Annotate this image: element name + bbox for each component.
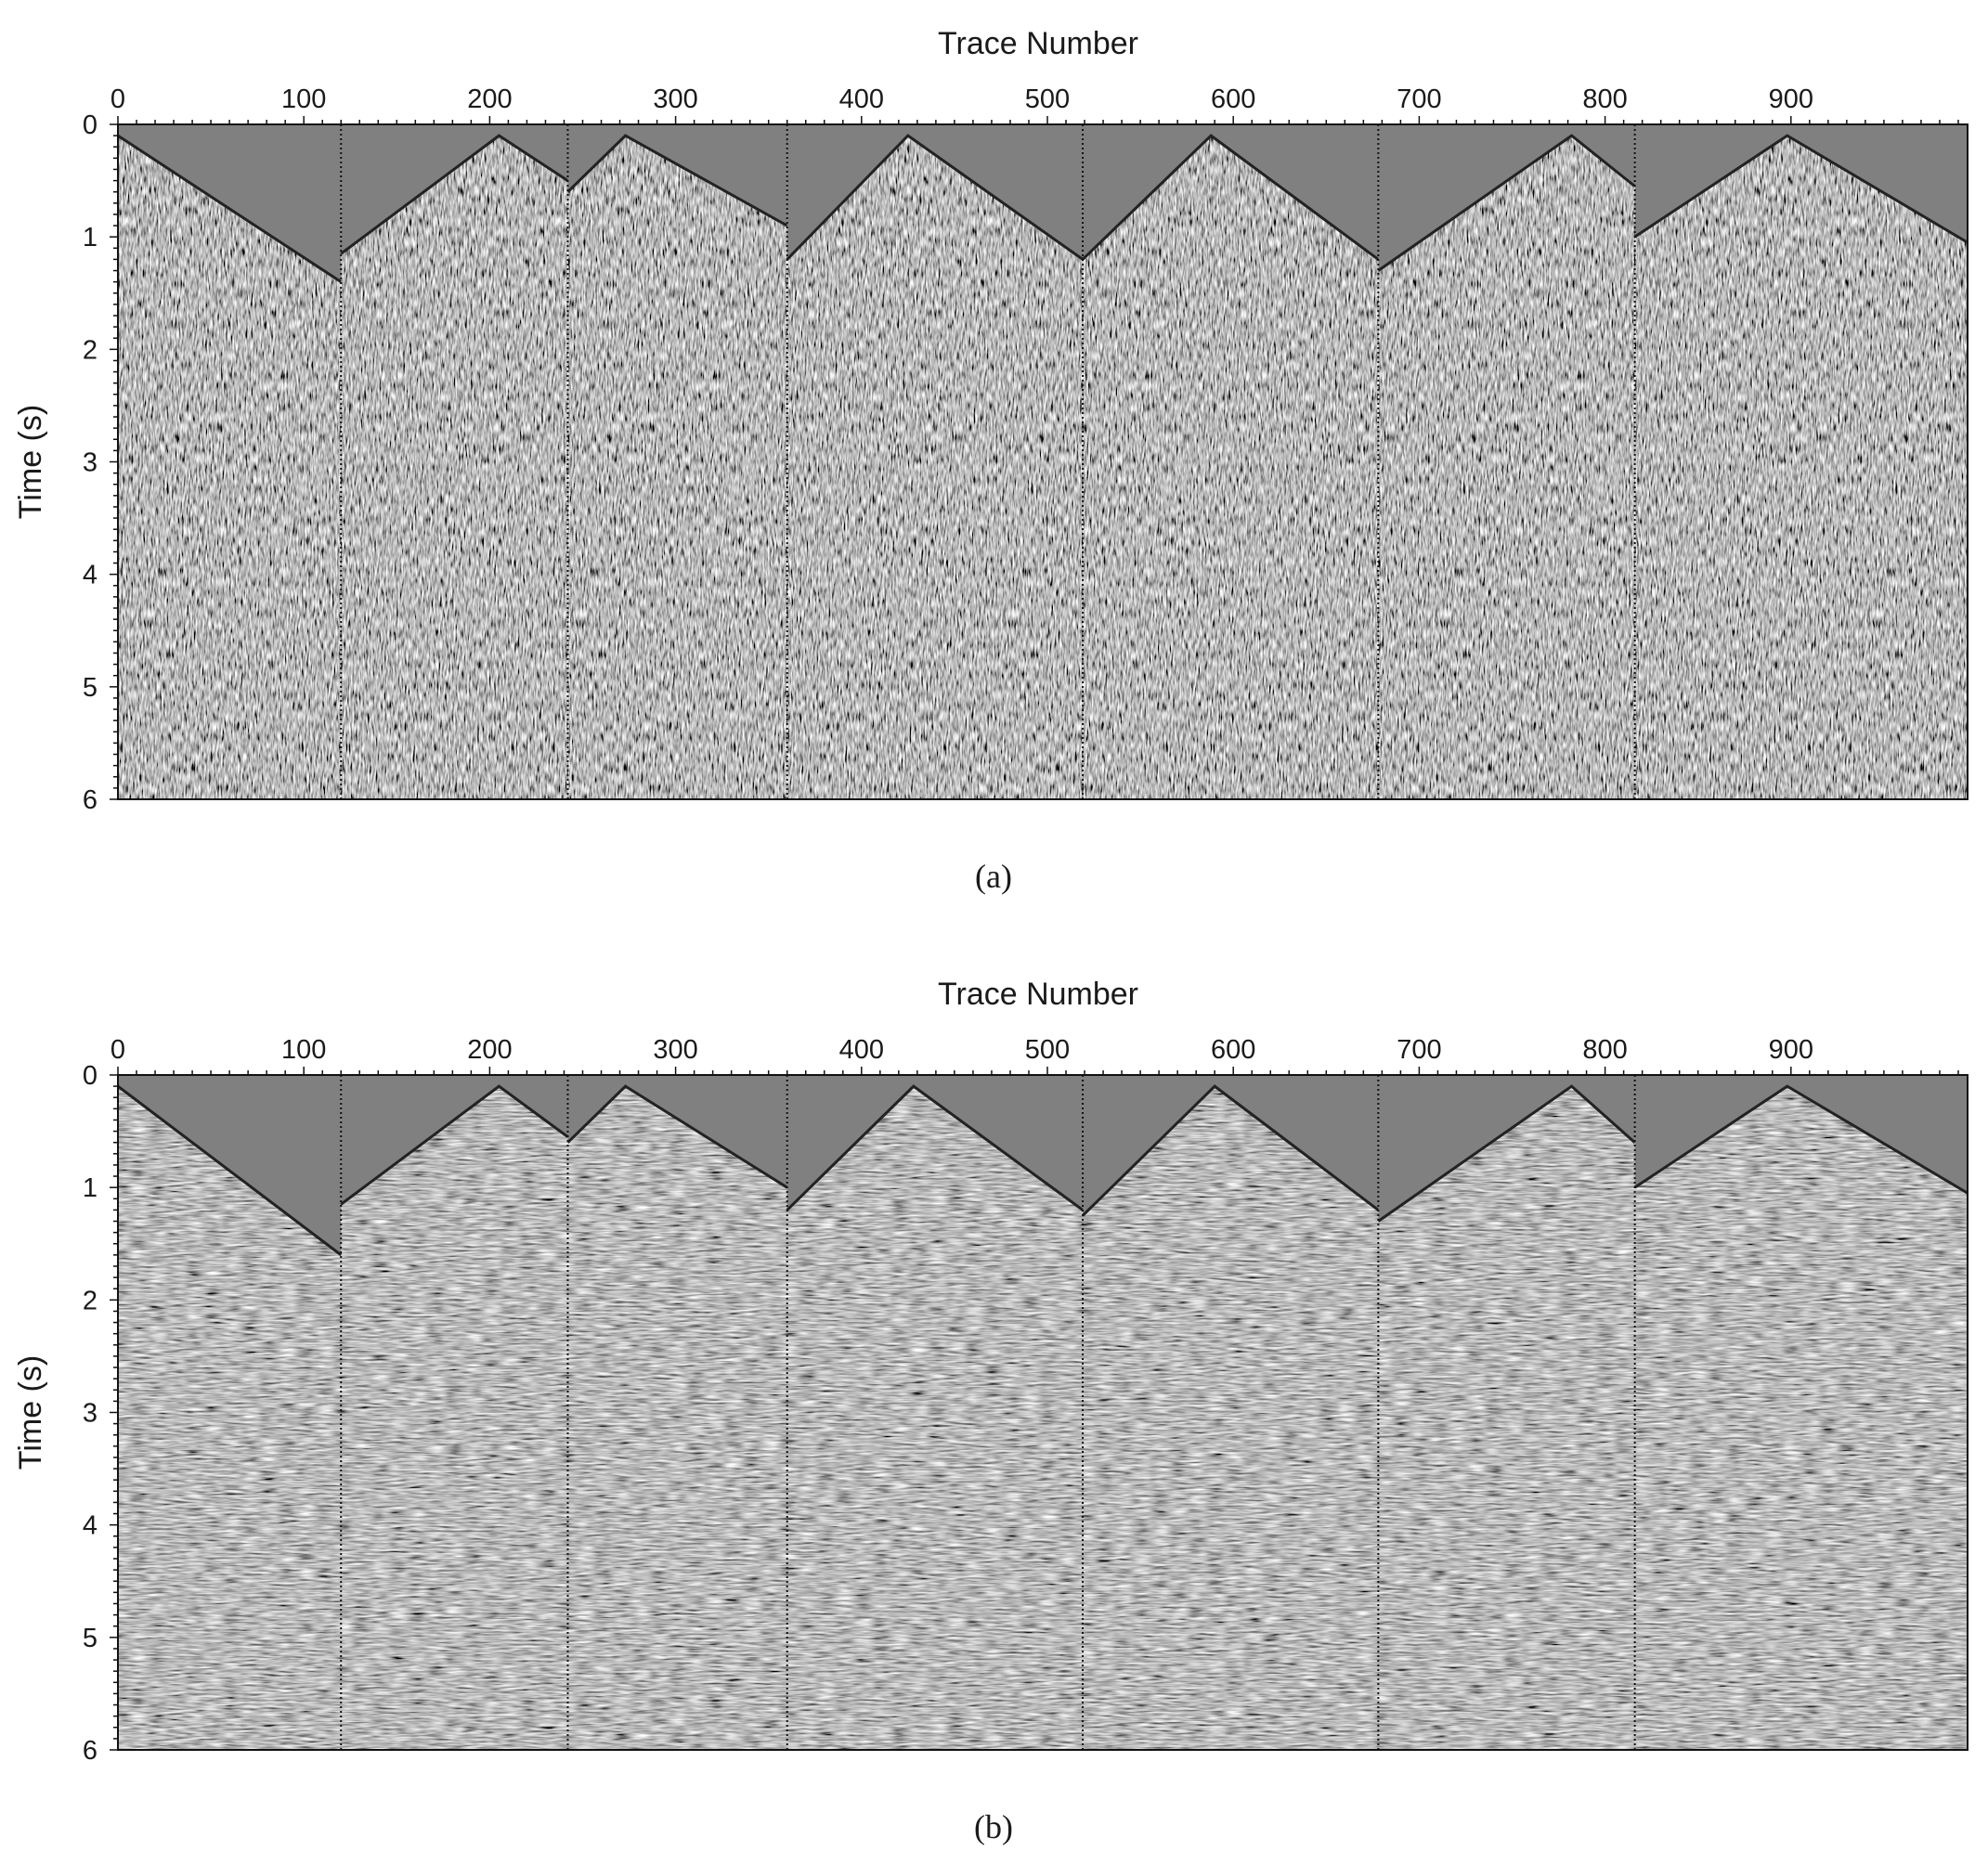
x-axis-label: Trace Number — [938, 977, 1138, 1012]
muted-zone-gather-7 — [1634, 124, 1968, 243]
muted-zone-gather-3 — [567, 1075, 787, 1188]
x-tick-label: 300 — [653, 84, 697, 114]
first-arrival-gather-7 — [1633, 1084, 1968, 1195]
x-tick-label: 700 — [1397, 84, 1441, 114]
x-tick-label: 200 — [467, 84, 512, 114]
muted-zone-gather-1 — [118, 124, 342, 282]
muted-zone-gather-3 — [567, 124, 787, 227]
x-tick-label: 100 — [281, 84, 326, 114]
y-tick-label: 6 — [83, 785, 97, 815]
x-tick-label: 400 — [839, 84, 884, 114]
x-tick-label: 900 — [1769, 84, 1813, 114]
y-tick-label: 1 — [83, 223, 97, 253]
y-tick-label: 3 — [83, 448, 97, 478]
y-tick-label: 6 — [83, 1736, 97, 1766]
muted-zone-gather-4 — [786, 1075, 1084, 1211]
muted-zone-gather-5 — [1083, 1075, 1379, 1216]
muted-zone-gather-7 — [1634, 1075, 1968, 1194]
first-arrival-gather-4 — [786, 1084, 1084, 1211]
muted-zone-gather-2 — [341, 124, 568, 254]
y-tick-label: 2 — [83, 335, 97, 365]
x-tick-label: 0 — [110, 84, 125, 114]
first-arrival-gather-3 — [566, 134, 788, 227]
first-arrival-gather-2 — [340, 1084, 569, 1206]
y-tick-label: 4 — [83, 1511, 97, 1541]
panel-a-caption: (a) — [975, 858, 1012, 895]
y-tick-label: 5 — [83, 1624, 97, 1653]
y-axis-label: Time (s) — [13, 1355, 48, 1470]
y-tick-label: 2 — [83, 1286, 97, 1315]
y-tick-label: 0 — [83, 1061, 97, 1091]
panel-a: 0 100 200 300 400 500 600 700 800 900 0 1 2 3 4 5 6 Trace… — [13, 26, 1969, 815]
first-arrival-gather-1 — [118, 134, 343, 283]
x-tick-label: 700 — [1397, 1035, 1441, 1065]
x-tick-label: 500 — [1025, 84, 1070, 114]
muted-zone-gather-6 — [1378, 124, 1635, 271]
x-tick-label: 300 — [653, 1035, 697, 1065]
first-arrival-gather-1 — [118, 1084, 343, 1257]
y-tick-label: 0 — [83, 110, 97, 140]
first-arrival-gather-6 — [1377, 134, 1636, 272]
seismic-image — [118, 1075, 1968, 1750]
x-tick-label: 0 — [110, 1035, 125, 1065]
first-arrival-gather-3 — [566, 1084, 788, 1189]
first-arrival-gather-5 — [1081, 1084, 1380, 1217]
muted-zone-gather-2 — [341, 1075, 568, 1205]
panel-b-caption: (b) — [974, 1808, 1013, 1846]
y-tick-label: 3 — [83, 1399, 97, 1429]
y-tick-label: 4 — [83, 561, 97, 590]
muted-zone-gather-5 — [1083, 124, 1379, 260]
first-arrival-gather-5 — [1082, 134, 1380, 261]
first-arrival-gather-2 — [340, 134, 569, 255]
y-tick-label: 1 — [83, 1173, 97, 1203]
first-arrival-gather-6 — [1377, 1084, 1636, 1223]
x-axis-label: Trace Number — [938, 26, 1138, 61]
muted-zone-gather-6 — [1378, 1075, 1635, 1222]
seismic-image — [118, 124, 1968, 799]
x-tick-label: 400 — [839, 1035, 884, 1065]
x-tick-label: 800 — [1582, 84, 1627, 114]
x-tick-label: 200 — [467, 1035, 512, 1065]
muted-zone-gather-4 — [786, 124, 1084, 260]
x-tick-label: 100 — [281, 1035, 326, 1065]
x-tick-label: 600 — [1211, 1035, 1255, 1065]
first-arrival-gather-4 — [786, 134, 1084, 261]
first-arrival-gather-7 — [1633, 134, 1968, 244]
x-tick-label: 600 — [1211, 84, 1255, 114]
muted-zone-gather-1 — [118, 1075, 342, 1255]
x-tick-label: 500 — [1025, 1035, 1070, 1065]
y-axis-label: Time (s) — [13, 405, 48, 519]
x-tick-label: 900 — [1769, 1035, 1813, 1065]
x-tick-label: 800 — [1582, 1035, 1627, 1065]
y-tick-label: 5 — [83, 673, 97, 703]
panel-b: 0 100 200 300 400 500 600 700 800 900 0 1 2 3 4 5 6 Trace… — [13, 977, 1969, 1766]
